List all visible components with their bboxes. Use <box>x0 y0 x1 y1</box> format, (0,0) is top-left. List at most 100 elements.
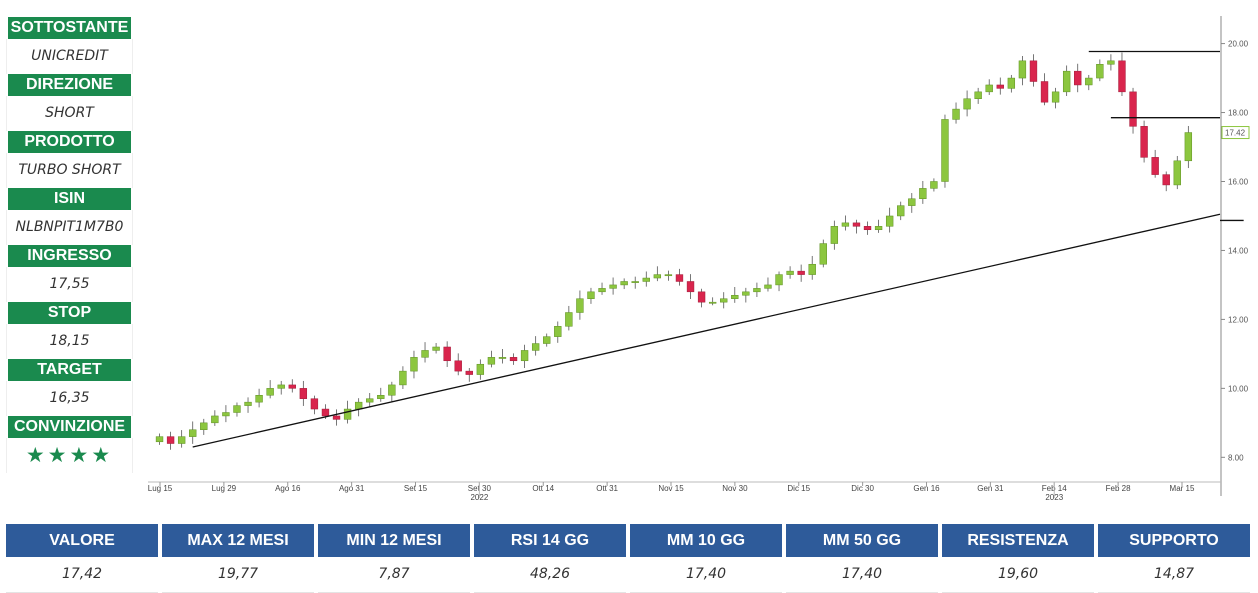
candle-body <box>996 84 1004 89</box>
candle <box>797 264 805 282</box>
label-ingresso: INGRESSO <box>8 245 131 267</box>
candle-body <box>1140 126 1148 158</box>
candle-body <box>1029 60 1038 82</box>
candle-body <box>985 84 993 93</box>
stats-value: 17,40 <box>786 557 938 593</box>
candle-body <box>1173 160 1181 186</box>
stats-col-min: MIN 12 MESI 7,87 <box>318 524 470 593</box>
candle-body <box>498 357 507 359</box>
candle-body <box>454 360 462 372</box>
label-sottostante: SOTTOSTANTE <box>8 17 131 39</box>
candle-body <box>1118 60 1126 93</box>
stats-col-supporto: SUPPORTO 14,87 <box>1098 524 1250 593</box>
label-direzione: DIREZIONE <box>8 74 131 96</box>
year-label: 2022 <box>470 493 488 502</box>
candle <box>388 381 396 402</box>
value-ingresso: 17,55 <box>6 267 133 302</box>
candle <box>1184 125 1193 169</box>
candle-body <box>576 298 584 313</box>
candle <box>1085 74 1093 91</box>
candle-body <box>753 288 761 293</box>
candle-body <box>421 350 429 358</box>
candle <box>598 282 606 295</box>
candle-body <box>432 346 440 351</box>
candle-body <box>874 226 883 231</box>
candle-body <box>266 388 274 396</box>
candle <box>852 219 861 234</box>
candle-body <box>520 350 529 362</box>
candle-body <box>830 226 839 244</box>
candle <box>443 341 451 367</box>
label-stop: STOP <box>8 302 131 324</box>
candle-body <box>211 415 219 424</box>
candle <box>487 350 496 368</box>
y-tick-label: 16.00 <box>1228 177 1249 186</box>
stats-col-valore: VALORE 17,42 <box>6 524 158 593</box>
stats-col-rsi: RSI 14 GG 48,26 <box>474 524 626 593</box>
candle <box>177 430 186 448</box>
candle <box>366 393 374 408</box>
candle-body <box>543 336 551 344</box>
candle <box>222 405 230 423</box>
candle-body <box>1074 70 1082 86</box>
last-price-label: 17.42 <box>1225 129 1246 138</box>
candle <box>543 333 551 347</box>
candle <box>277 380 285 395</box>
x-tick-label: Feb 28 <box>1106 484 1131 493</box>
candle <box>974 87 982 104</box>
candle <box>1107 54 1115 71</box>
candle-body <box>1096 64 1104 79</box>
candle-body <box>697 291 706 303</box>
label-prodotto: PRODOTTO <box>8 131 131 153</box>
candle-body <box>620 281 628 286</box>
candle <box>963 90 971 117</box>
candle-body <box>587 291 595 299</box>
candle-body <box>189 429 197 437</box>
candle-body <box>908 198 916 206</box>
candle-body <box>1129 91 1137 127</box>
candle-body <box>321 408 330 417</box>
candle <box>742 287 750 303</box>
candle <box>476 359 485 380</box>
trend-lines <box>192 50 1244 448</box>
stats-header: MM 50 GG <box>786 524 938 557</box>
candle-body <box>366 398 374 403</box>
candle <box>332 409 341 426</box>
candle-body <box>808 263 816 275</box>
candle-body <box>1162 174 1170 186</box>
y-tick-label: 8.00 <box>1228 453 1244 462</box>
candle <box>255 388 263 408</box>
stats-value: 19,60 <box>942 557 1094 593</box>
candle <box>897 201 905 221</box>
candle <box>697 288 706 308</box>
stats-value: 19,77 <box>162 557 314 593</box>
candle-body <box>631 281 639 283</box>
candle-body <box>930 181 938 189</box>
candle <box>587 287 595 304</box>
x-tick-label: Ott 14 <box>532 484 554 493</box>
candle-body <box>509 357 518 362</box>
candle <box>1140 120 1148 163</box>
candle-body <box>388 384 396 396</box>
candle-body <box>598 288 606 293</box>
candle <box>985 79 993 95</box>
candle-body <box>554 326 562 337</box>
candle-body <box>255 395 263 403</box>
y-tick-label: 18.00 <box>1228 109 1249 118</box>
candle <box>266 380 274 399</box>
candle <box>1129 87 1137 134</box>
candle <box>675 268 684 286</box>
candle-body <box>708 301 717 304</box>
candle <box>1118 52 1126 96</box>
y-axis-ticks: 8.00 10.00 12.00 14.00 16.00 18.00 20.00 <box>1221 40 1249 462</box>
candle <box>299 380 308 406</box>
candle <box>930 178 938 192</box>
candle <box>565 305 573 331</box>
candle <box>1007 74 1016 93</box>
x-tick-label: Nov 15 <box>658 484 684 493</box>
candle <box>764 277 772 292</box>
candle <box>863 221 872 235</box>
candle-body <box>952 108 960 120</box>
stats-header: RSI 14 GG <box>474 524 626 557</box>
candle-body <box>565 312 573 327</box>
